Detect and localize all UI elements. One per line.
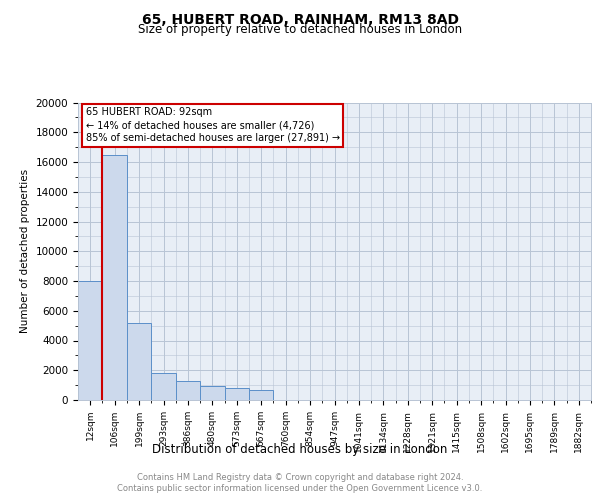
Bar <box>249 390 274 400</box>
Bar <box>224 388 249 400</box>
Text: Contains HM Land Registry data © Crown copyright and database right 2024.: Contains HM Land Registry data © Crown c… <box>137 472 463 482</box>
Text: Contains public sector information licensed under the Open Government Licence v3: Contains public sector information licen… <box>118 484 482 493</box>
Bar <box>200 386 224 400</box>
Bar <box>151 373 176 400</box>
Bar <box>127 322 151 400</box>
Text: 65, HUBERT ROAD, RAINHAM, RM13 8AD: 65, HUBERT ROAD, RAINHAM, RM13 8AD <box>142 12 458 26</box>
Text: Distribution of detached houses by size in London: Distribution of detached houses by size … <box>152 442 448 456</box>
Bar <box>103 154 127 400</box>
Y-axis label: Number of detached properties: Number of detached properties <box>20 169 30 334</box>
Bar <box>78 281 103 400</box>
Bar <box>176 380 200 400</box>
Text: 65 HUBERT ROAD: 92sqm
← 14% of detached houses are smaller (4,726)
85% of semi-d: 65 HUBERT ROAD: 92sqm ← 14% of detached … <box>86 107 340 144</box>
Text: Size of property relative to detached houses in London: Size of property relative to detached ho… <box>138 24 462 36</box>
